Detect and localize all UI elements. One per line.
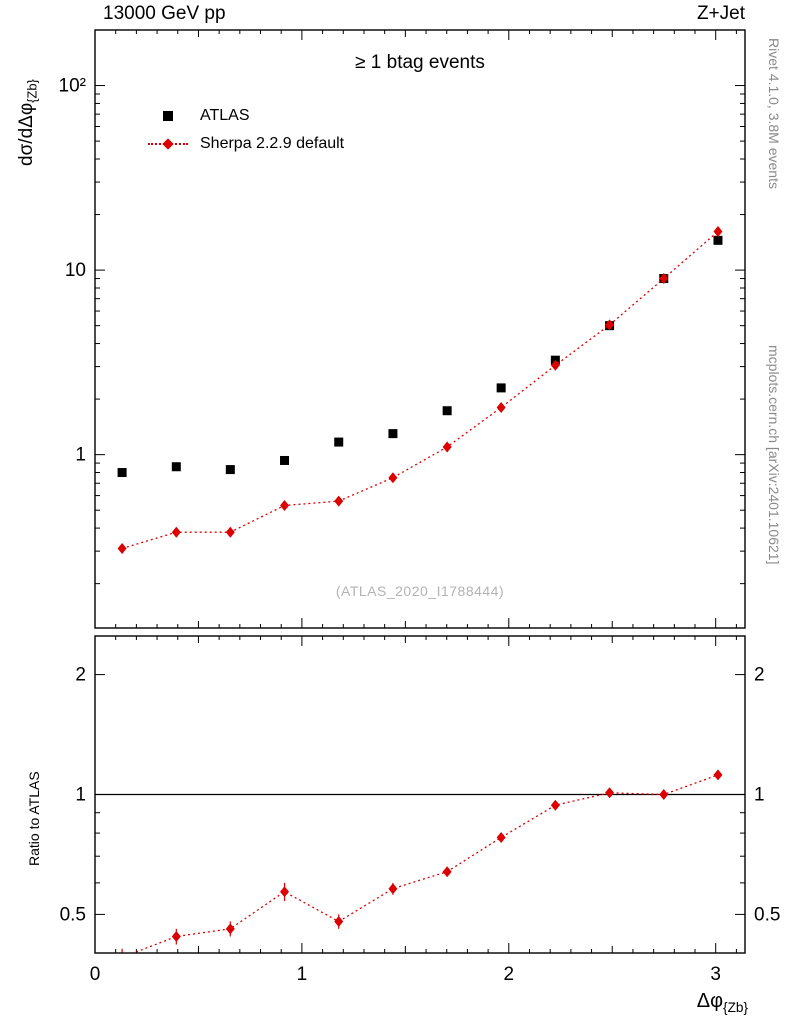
beam-energy-label: 13000 GeV pp	[103, 3, 226, 24]
ratio-y-axis-label: Ratio to ATLAS	[26, 771, 42, 866]
black-square-marker-icon	[163, 111, 173, 121]
analysis-id-watermark: (ATLAS_2020_I1788444)	[335, 583, 505, 599]
legend-marker	[148, 110, 188, 122]
selection-title: ≥ 1 btag events	[355, 52, 485, 73]
legend-label: ATLAS	[200, 107, 250, 124]
legend-item-sherpa: Sherpa 2.2.9 default	[148, 130, 344, 158]
svg-text:1: 1	[75, 445, 86, 466]
x-axis-label-subscript: {Zb}	[723, 999, 748, 1015]
red-diamond-marker-icon	[162, 138, 174, 150]
svg-text:10²: 10²	[59, 76, 86, 97]
legend: ATLAS Sherpa 2.2.9 default	[148, 102, 344, 158]
legend-marker	[148, 138, 188, 150]
svg-text:3: 3	[710, 964, 721, 985]
svg-text:2: 2	[754, 665, 765, 686]
rivet-version-credit: Rivet 4.1.0, 3.8M events	[766, 38, 782, 189]
main-y-axis-label-text: dσ/dΔφ	[16, 102, 37, 166]
x-axis-label: Δφ{Zb}	[697, 990, 748, 1015]
svg-text:2: 2	[504, 964, 515, 985]
svg-text:0.5: 0.5	[754, 904, 780, 925]
process-label: Z+Jet	[696, 3, 745, 24]
main-y-axis-label: dσ/dΔφ{Zb}	[16, 79, 40, 166]
svg-text:2: 2	[75, 665, 86, 686]
mcplots-credit: mcplots.cern.ch [arXiv:2401.10621]	[766, 345, 782, 565]
svg-text:0.5: 0.5	[60, 904, 86, 925]
legend-item-atlas: ATLAS	[148, 102, 344, 130]
svg-text:1: 1	[297, 964, 308, 985]
svg-text:1: 1	[754, 785, 765, 806]
svg-text:1: 1	[75, 785, 86, 806]
svg-text:10: 10	[65, 260, 86, 281]
main-y-axis-label-subscript: {Zb}	[24, 79, 40, 103]
svg-text:0: 0	[90, 964, 101, 985]
legend-label: Sherpa 2.2.9 default	[200, 135, 345, 152]
x-axis-label-text: Δφ	[696, 990, 724, 1012]
